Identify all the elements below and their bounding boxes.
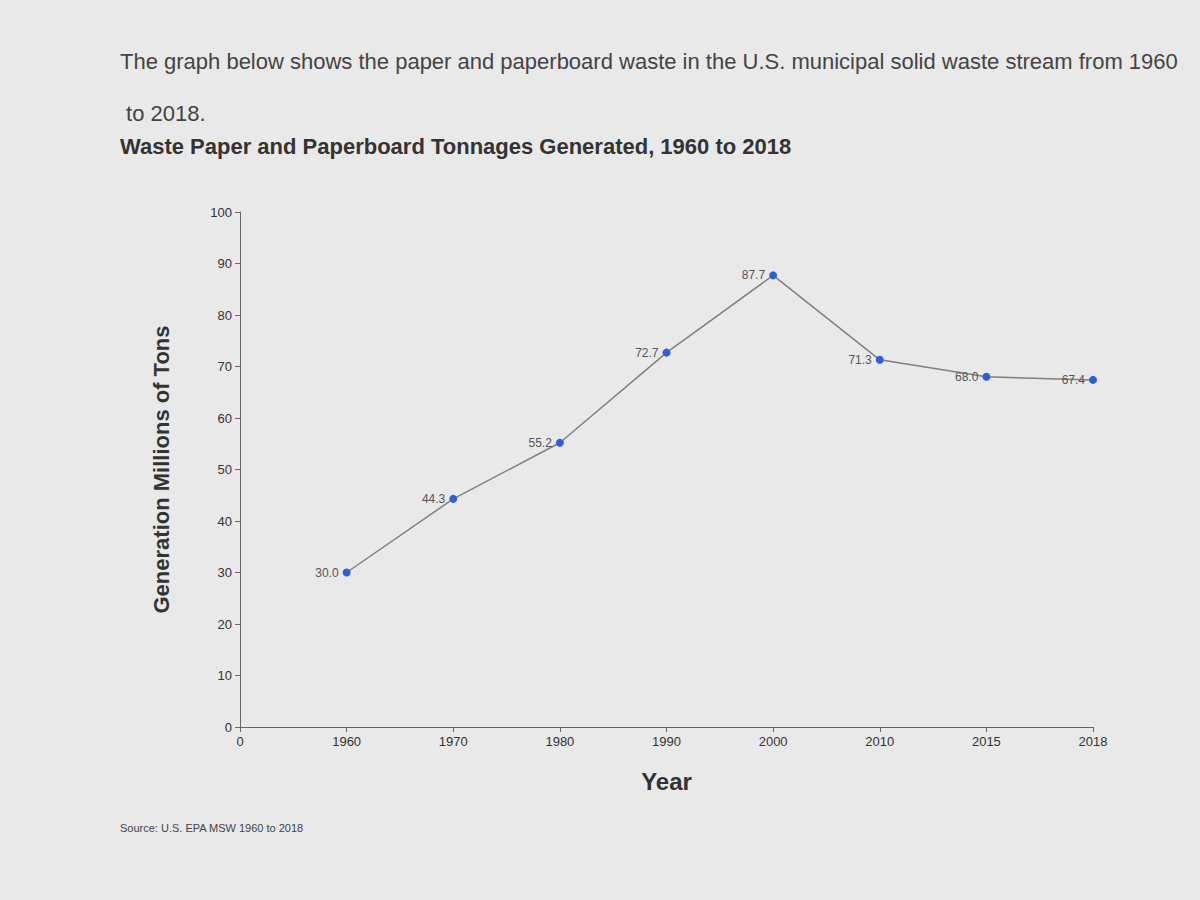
svg-text:0: 0 bbox=[236, 734, 243, 749]
svg-text:Generation Millions of Tons: Generation Millions of Tons bbox=[149, 325, 174, 613]
svg-text:70: 70 bbox=[218, 359, 232, 374]
svg-text:to 2018.: to 2018. bbox=[120, 101, 206, 126]
svg-text:2010: 2010 bbox=[865, 734, 894, 749]
svg-text:40: 40 bbox=[218, 514, 232, 529]
svg-text:100: 100 bbox=[210, 205, 232, 220]
svg-text:60: 60 bbox=[218, 411, 232, 426]
svg-text:55.2: 55.2 bbox=[529, 436, 553, 450]
svg-text:2018: 2018 bbox=[1079, 734, 1108, 749]
svg-text:2000: 2000 bbox=[759, 734, 788, 749]
svg-text:80: 80 bbox=[218, 308, 232, 323]
svg-text:1980: 1980 bbox=[545, 734, 574, 749]
svg-text:2015: 2015 bbox=[972, 734, 1001, 749]
svg-text:Source: U.S. EPA MSW 1960 to 2: Source: U.S. EPA MSW 1960 to 2018 bbox=[120, 822, 303, 834]
svg-text:71.3: 71.3 bbox=[848, 353, 872, 367]
svg-text:72.7: 72.7 bbox=[635, 346, 659, 360]
svg-text:67.4: 67.4 bbox=[1062, 373, 1086, 387]
svg-text:50: 50 bbox=[218, 462, 232, 477]
svg-text:44.3: 44.3 bbox=[422, 492, 446, 506]
svg-text:68.0: 68.0 bbox=[955, 370, 979, 384]
svg-text:30: 30 bbox=[218, 565, 232, 580]
svg-text:1960: 1960 bbox=[332, 734, 361, 749]
svg-text:The graph below shows the pape: The graph below shows the paper and pape… bbox=[120, 49, 1178, 74]
svg-text:10: 10 bbox=[218, 668, 232, 683]
svg-text:90: 90 bbox=[218, 256, 232, 271]
svg-text:1970: 1970 bbox=[439, 734, 468, 749]
svg-text:Year: Year bbox=[641, 768, 692, 795]
svg-text:20: 20 bbox=[218, 617, 232, 632]
svg-text:1990: 1990 bbox=[652, 734, 681, 749]
svg-text:30.0: 30.0 bbox=[315, 566, 339, 580]
svg-text:87.7: 87.7 bbox=[742, 268, 766, 282]
svg-text:0: 0 bbox=[225, 720, 232, 735]
svg-text:Waste Paper and Paperboard Ton: Waste Paper and Paperboard Tonnages Gene… bbox=[120, 134, 791, 159]
